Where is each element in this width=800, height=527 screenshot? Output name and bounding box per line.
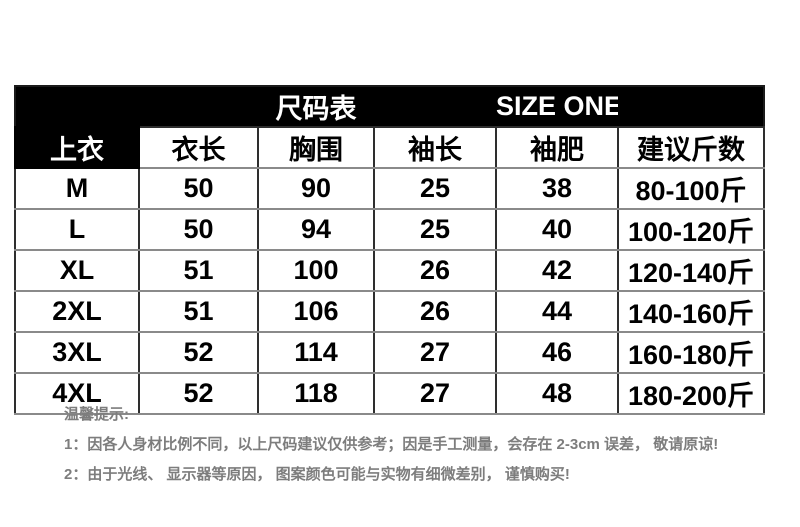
- column-header-row: 上衣 衣长 胸围 袖长 袖肥 建议斤数: [14, 126, 765, 169]
- column-header-sleeve-length: 袖长: [373, 126, 497, 169]
- column-header-length: 衣长: [138, 126, 259, 169]
- value-cell: 40: [495, 208, 619, 251]
- value-cell: 114: [257, 331, 375, 374]
- table-title-cn: 尺码表: [258, 86, 374, 127]
- table-title-en: SIZE ONE: [496, 86, 618, 127]
- value-cell: 50: [138, 167, 259, 210]
- table-row: XL 51 100 26 42 120-140斤: [14, 249, 765, 292]
- value-cell: 52: [138, 331, 259, 374]
- value-cell: 48: [495, 372, 619, 415]
- table-row: M 50 90 25 38 80-100斤: [14, 167, 765, 210]
- value-cell: 106: [257, 290, 375, 333]
- column-header-bust: 胸围: [257, 126, 375, 169]
- value-cell: 100-120斤: [617, 208, 765, 251]
- note-line-1: 1：因各人身材比例不同，以上尺码建议仅供参考；因是手工测量，会存在 2-3cm …: [64, 436, 719, 453]
- notes-heading: 温馨提示:: [64, 406, 129, 423]
- value-cell: 94: [257, 208, 375, 251]
- value-cell: 160-180斤: [617, 331, 765, 374]
- value-cell: 44: [495, 290, 619, 333]
- value-cell: 120-140斤: [617, 249, 765, 292]
- note-line-2: 2：由于光线、 显示器等原因， 图案颜色可能与实物有细微差别， 谨慎购买!: [64, 466, 570, 483]
- value-cell: 26: [373, 290, 497, 333]
- value-cell: 25: [373, 167, 497, 210]
- table-row: 2XL 51 106 26 44 140-160斤: [14, 290, 765, 333]
- title-spacer-right: [618, 86, 764, 127]
- value-cell: 27: [373, 331, 497, 374]
- size-table: 尺码表 SIZE ONE 上衣 衣长 胸围 袖长 袖肥 建议斤数 M 50 90 25…: [14, 85, 765, 415]
- value-cell: 51: [138, 290, 259, 333]
- size-cell: XL: [14, 249, 140, 292]
- column-header-weight: 建议斤数: [617, 126, 765, 169]
- table-row: L 50 94 25 40 100-120斤: [14, 208, 765, 251]
- value-cell: 25: [373, 208, 497, 251]
- size-cell: M: [14, 167, 140, 210]
- value-cell: 180-200斤: [617, 372, 765, 415]
- value-cell: 38: [495, 167, 619, 210]
- value-cell: 52: [138, 372, 259, 415]
- value-cell: 118: [257, 372, 375, 415]
- value-cell: 90: [257, 167, 375, 210]
- value-cell: 26: [373, 249, 497, 292]
- value-cell: 80-100斤: [617, 167, 765, 210]
- notes-block: 温馨提示: 1：因各人身材比例不同，以上尺码建议仅供参考；因是手工测量，会存在 …: [64, 400, 718, 490]
- size-cell: 2XL: [14, 290, 140, 333]
- size-table-body: M 50 90 25 38 80-100斤 L 50 94 25 40 100-120斤 XL 51 100…: [14, 167, 765, 415]
- value-cell: 51: [138, 249, 259, 292]
- value-cell: 46: [495, 331, 619, 374]
- title-spacer-mid: [374, 86, 496, 127]
- table-row: 4XL 52 118 27 48 180-200斤: [14, 372, 765, 415]
- corner-header-top: 上衣: [14, 126, 140, 169]
- size-cell: 3XL: [14, 331, 140, 374]
- value-cell: 27: [373, 372, 497, 415]
- size-cell: 4XL: [14, 372, 140, 415]
- value-cell: 100: [257, 249, 375, 292]
- title-spacer-left: [15, 86, 258, 127]
- column-header-sleeve-width: 袖肥: [495, 126, 619, 169]
- value-cell: 50: [138, 208, 259, 251]
- value-cell: 140-160斤: [617, 290, 765, 333]
- size-cell: L: [14, 208, 140, 251]
- value-cell: 42: [495, 249, 619, 292]
- table-title-row: 尺码表 SIZE ONE: [15, 86, 764, 127]
- table-row: 3XL 52 114 27 46 160-180斤: [14, 331, 765, 374]
